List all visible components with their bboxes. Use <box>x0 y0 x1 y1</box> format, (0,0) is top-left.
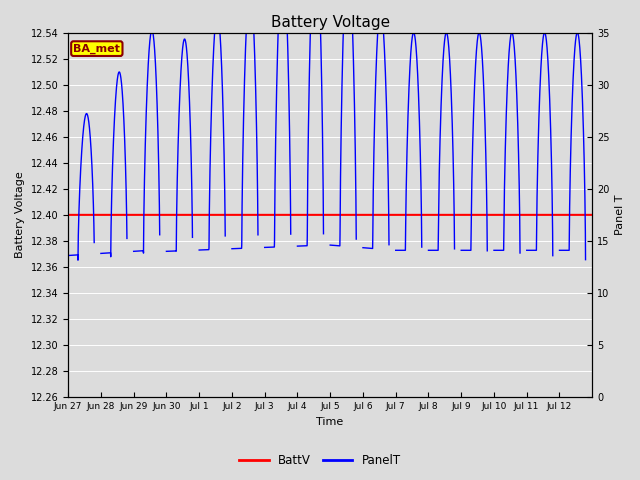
Title: Battery Voltage: Battery Voltage <box>271 15 390 30</box>
Y-axis label: Battery Voltage: Battery Voltage <box>15 171 25 258</box>
X-axis label: Time: Time <box>317 417 344 427</box>
Legend: BattV, PanelT: BattV, PanelT <box>234 449 406 472</box>
Text: BA_met: BA_met <box>74 44 120 54</box>
Y-axis label: Panel T: Panel T <box>615 194 625 235</box>
